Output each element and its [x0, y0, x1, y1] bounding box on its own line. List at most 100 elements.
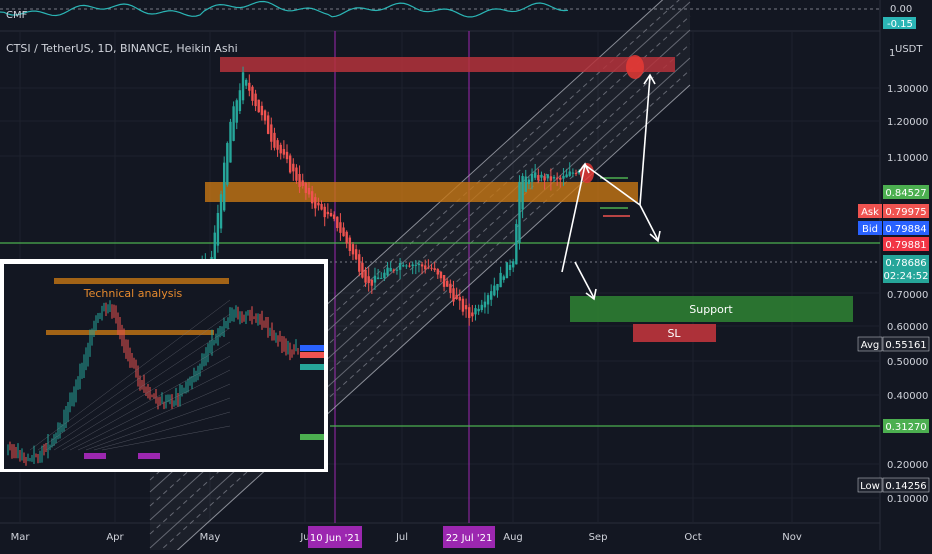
candle-body — [527, 179, 531, 185]
candle-body — [398, 262, 402, 270]
candle-body — [376, 277, 380, 280]
candle-body — [339, 222, 342, 233]
candle-body — [266, 115, 270, 134]
arrowhead-down-3 — [649, 230, 661, 243]
candle-body — [402, 265, 405, 267]
inset-date-tag-2 — [138, 453, 160, 459]
last-price: 0.79881 — [885, 240, 926, 251]
inset-orange-band-2 — [46, 330, 214, 335]
candle-body — [474, 308, 477, 315]
candle-body — [389, 267, 392, 272]
candle-body — [480, 304, 483, 311]
candle-body — [260, 105, 264, 116]
candle-body — [285, 151, 289, 160]
candle-body — [477, 308, 480, 312]
low-label-tag — [857, 477, 883, 493]
cmf-value-tag — [883, 17, 916, 29]
inset-fan-line — [101, 425, 231, 451]
candle-body — [424, 265, 427, 270]
candle-body — [546, 174, 549, 179]
date-highlight-2: 22 Jul '21 — [446, 533, 493, 544]
candle-body — [336, 216, 339, 228]
candle-body — [395, 269, 399, 271]
candle-body — [323, 206, 326, 218]
candle-body — [392, 269, 396, 271]
inset-price-tag-4 — [300, 434, 324, 440]
price-tag-resistance-value: 0.84527 — [885, 188, 926, 199]
orange-resistance-zone — [205, 182, 638, 202]
inset-fan-line — [61, 355, 231, 451]
support-price: 0.31270 — [885, 422, 926, 433]
ask-label-tag — [858, 204, 882, 218]
candle-body — [282, 149, 286, 155]
inset-date-tag-1 — [84, 453, 106, 459]
candle-body — [446, 280, 449, 287]
candle-body — [543, 176, 546, 181]
price-tags: 0.84527 Ask 0.79975 Bid 0.79884 0.79881 … — [857, 185, 930, 493]
cmf-line — [0, 0, 569, 18]
candle-body — [502, 276, 505, 280]
inset-price-tag-3 — [300, 364, 324, 370]
price-axis: 1.30000 1.20000 1.10000 0.70000 0.60000 … — [887, 84, 928, 505]
candle-body — [455, 294, 458, 300]
candle-body — [508, 264, 512, 271]
candle-body — [241, 72, 245, 101]
candle-body — [533, 172, 537, 178]
arrow-down-2 — [584, 164, 641, 206]
candle-body — [565, 174, 568, 178]
countdown-timer: 02:24:52 — [884, 271, 929, 282]
candle-body — [310, 191, 314, 204]
candle-body — [430, 267, 433, 269]
candle-body — [414, 264, 418, 266]
candle-body — [408, 265, 411, 267]
candle-body — [559, 177, 562, 180]
candle-body — [263, 110, 267, 121]
candle-body — [458, 296, 461, 301]
inset-fan-line — [85, 397, 231, 451]
price-tick: 0.40000 — [887, 391, 928, 402]
avg-label: Avg — [861, 340, 880, 351]
candle-body — [552, 176, 556, 179]
candle-body — [317, 202, 320, 206]
candle-body — [329, 213, 333, 217]
candle-body — [433, 268, 436, 270]
candle-body — [530, 173, 534, 182]
candle-body — [373, 275, 377, 283]
time-tick: Mar — [11, 532, 31, 543]
avg-price: 0.55161 — [885, 340, 926, 351]
candle-body — [288, 155, 292, 173]
candle-body — [295, 167, 298, 181]
candle-body — [226, 143, 229, 185]
candle-body — [489, 291, 493, 300]
candle-body — [235, 100, 238, 123]
candle-body — [292, 163, 295, 172]
time-axis: Mar Apr May Ju Jul Aug Sep Oct Nov 10 Ju… — [11, 526, 802, 548]
arrow-down-3 — [639, 204, 659, 241]
target-marker-mid — [580, 163, 594, 183]
candle-body — [216, 212, 220, 246]
inset-title: Technical analysis — [83, 287, 183, 300]
time-tick: Ju — [299, 532, 309, 543]
time-tick: Apr — [106, 532, 124, 543]
candle-body — [511, 261, 515, 268]
inset-background — [4, 264, 324, 469]
date-highlight-tag-1 — [308, 526, 362, 548]
candle-body — [452, 288, 455, 302]
inset-fan-line — [53, 341, 231, 451]
candle-body — [442, 275, 446, 287]
ask-price: 0.79975 — [885, 207, 926, 218]
candle-body — [461, 298, 465, 312]
candle-body — [555, 177, 559, 179]
sl-label: SL — [667, 327, 681, 340]
candle-body — [307, 187, 311, 195]
candle-body — [229, 121, 232, 163]
low-label: Low — [860, 481, 880, 492]
candle-body — [515, 223, 518, 265]
date-highlight-1: 10 Jun '21 — [310, 533, 360, 544]
candle-body — [383, 272, 386, 279]
candle-body — [304, 183, 308, 193]
top-resistance-zone — [220, 57, 675, 72]
candle-body — [367, 276, 370, 283]
candle-body — [326, 211, 330, 215]
